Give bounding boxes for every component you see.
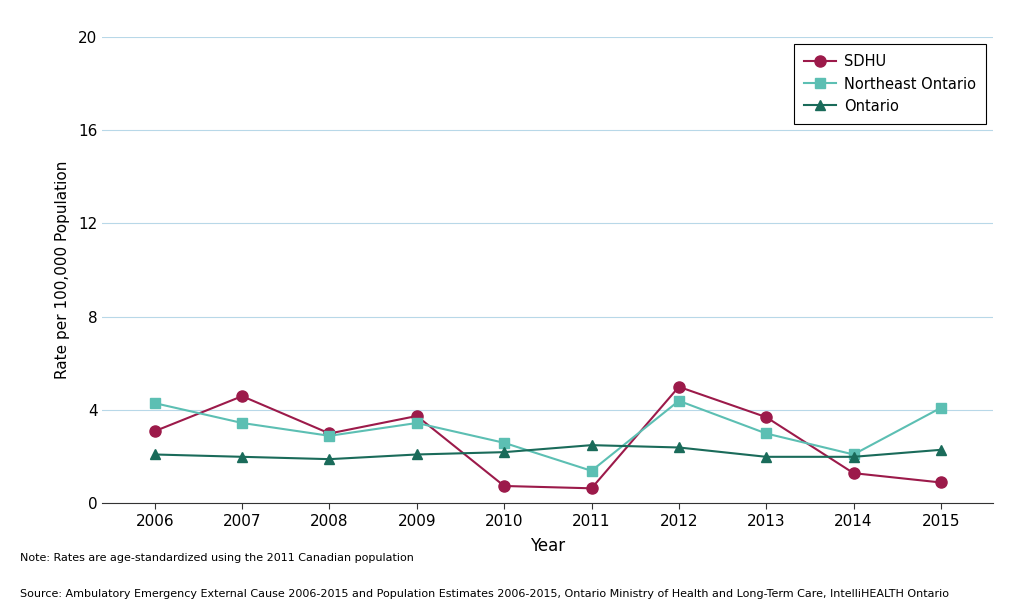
Northeast Ontario <box>760 430 772 437</box>
SDHU <box>148 427 161 435</box>
SDHU <box>411 413 423 420</box>
Line: SDHU: SDHU <box>150 381 946 494</box>
SDHU <box>760 413 772 421</box>
SDHU <box>848 470 860 477</box>
Line: Northeast Ontario: Northeast Ontario <box>150 396 946 476</box>
X-axis label: Year: Year <box>530 537 565 555</box>
SDHU <box>236 392 248 400</box>
Ontario <box>935 446 947 454</box>
Northeast Ontario <box>324 432 336 440</box>
Legend: SDHU, Northeast Ontario, Ontario: SDHU, Northeast Ontario, Ontario <box>795 44 986 124</box>
Northeast Ontario <box>848 451 860 458</box>
Ontario <box>236 453 248 460</box>
Northeast Ontario <box>673 397 685 405</box>
Northeast Ontario <box>935 404 947 411</box>
Northeast Ontario <box>498 439 510 446</box>
Line: Ontario: Ontario <box>150 440 946 464</box>
SDHU <box>673 383 685 391</box>
Northeast Ontario <box>411 419 423 427</box>
Ontario <box>586 441 598 449</box>
Ontario <box>148 451 161 458</box>
Y-axis label: Rate per 100,000 Population: Rate per 100,000 Population <box>55 161 70 379</box>
Northeast Ontario <box>148 400 161 407</box>
Ontario <box>411 451 423 458</box>
Northeast Ontario <box>586 467 598 475</box>
Text: Source: Ambulatory Emergency External Cause 2006-2015 and Population Estimates 2: Source: Ambulatory Emergency External Ca… <box>20 589 949 599</box>
Ontario <box>760 453 772 460</box>
SDHU <box>498 483 510 490</box>
Ontario <box>498 448 510 456</box>
Ontario <box>848 453 860 460</box>
Text: Note: Rates are age-standardized using the 2011 Canadian population: Note: Rates are age-standardized using t… <box>20 553 415 562</box>
Northeast Ontario <box>236 419 248 427</box>
SDHU <box>324 430 336 437</box>
SDHU <box>586 484 598 492</box>
Ontario <box>324 456 336 463</box>
SDHU <box>935 479 947 486</box>
Ontario <box>673 444 685 451</box>
